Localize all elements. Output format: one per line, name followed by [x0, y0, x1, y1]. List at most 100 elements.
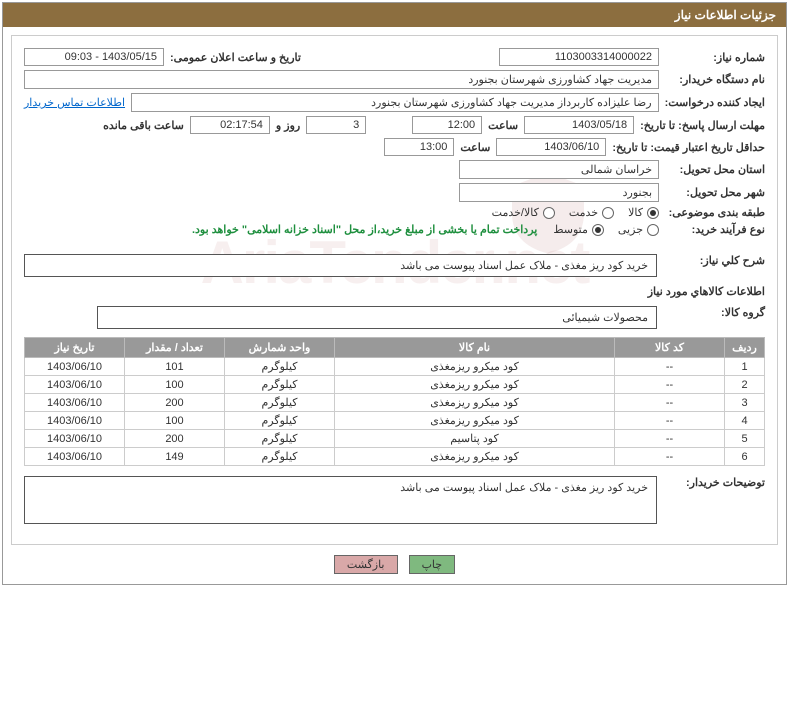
label-province: استان محل تحویل:	[665, 163, 765, 176]
table-cell: 1403/06/10	[25, 358, 125, 376]
table-row: 5--کود پتاسیمکیلوگرم2001403/06/10	[25, 430, 765, 448]
th-qty: تعداد / مقدار	[125, 338, 225, 358]
table-row: 1--کود میکرو ریزمغذیکیلوگرم1011403/06/10	[25, 358, 765, 376]
label-requester: ایجاد کننده درخواست:	[665, 96, 765, 109]
radio-label-medium: متوسط	[553, 223, 588, 236]
label-days: روز و	[276, 119, 300, 132]
process-radio-group: جزیی متوسط	[553, 223, 659, 236]
table-header-row: ردیف کد کالا نام کالا واحد شمارش تعداد /…	[25, 338, 765, 358]
table-cell: کود میکرو ریزمغذی	[335, 376, 615, 394]
table-cell: --	[615, 412, 725, 430]
radio-item-goods[interactable]: کالا	[628, 206, 659, 219]
table-cell: کیلوگرم	[225, 394, 335, 412]
field-desc: خرید کود ریز مغذی - ملاک عمل اسناد پیوست…	[24, 254, 657, 277]
table-cell: 100	[125, 412, 225, 430]
table-cell: کیلوگرم	[225, 376, 335, 394]
row-description: شرح کلي نیاز: خرید کود ریز مغذی - ملاک ع…	[24, 254, 765, 277]
radio-item-both[interactable]: کالا/خدمت	[492, 206, 555, 219]
goods-info-title: اطلاعات کالاهاي مورد نیاز	[24, 285, 765, 298]
category-radio-group: کالا خدمت کالا/خدمت	[492, 206, 659, 219]
table-cell: 1403/06/10	[25, 376, 125, 394]
content-panel: AriaTender.net شماره نیاز: 1103003314000…	[11, 35, 778, 545]
table-cell: 1403/06/10	[25, 394, 125, 412]
table-cell: 1	[725, 358, 765, 376]
page-title: جزئیات اطلاعات نیاز	[675, 8, 776, 22]
label-remain: ساعت باقی مانده	[103, 119, 184, 132]
label-desc: شرح کلي نیاز:	[665, 254, 765, 267]
row-process-type: نوع فرآیند خرید: جزیی متوسط پرداخت تمام …	[24, 223, 765, 236]
table-cell: کود پتاسیم	[335, 430, 615, 448]
table-row: 4--کود میکرو ریزمغذیکیلوگرم1001403/06/10	[25, 412, 765, 430]
table-row: 2--کود میکرو ریزمغذیکیلوگرم1001403/06/10	[25, 376, 765, 394]
back-button[interactable]: بازگشت	[334, 555, 398, 574]
table-cell: 4	[725, 412, 765, 430]
row-req-no: شماره نیاز: 1103003314000022 تاریخ و ساع…	[24, 48, 765, 66]
table-cell: 200	[125, 394, 225, 412]
row-city: شهر محل تحویل: بجنورد	[24, 183, 765, 202]
row-requester: ایجاد کننده درخواست: رضا علیزاده کاربردا…	[24, 93, 765, 112]
radio-label-goods: کالا	[628, 206, 643, 219]
footer-buttons: چاپ بازگشت	[3, 555, 786, 574]
field-deadline-date: 1403/05/18	[524, 116, 634, 134]
th-code: کد کالا	[615, 338, 725, 358]
field-req-no: 1103003314000022	[499, 48, 659, 66]
table-cell: 1403/06/10	[25, 412, 125, 430]
radio-item-medium[interactable]: متوسط	[553, 223, 604, 236]
label-announce: تاریخ و ساعت اعلان عمومی:	[170, 51, 301, 64]
row-category: طبقه بندی موضوعی: کالا خدمت کالا/خدمت	[24, 206, 765, 219]
table-cell: 200	[125, 430, 225, 448]
label-req-no: شماره نیاز:	[665, 51, 765, 64]
field-group: محصولات شیمیائی	[97, 306, 657, 329]
table-cell: 6	[725, 448, 765, 466]
radio-item-minor[interactable]: جزیی	[618, 223, 659, 236]
table-cell: 1403/06/10	[25, 430, 125, 448]
radio-label-both: کالا/خدمت	[492, 206, 539, 219]
table-cell: 100	[125, 376, 225, 394]
table-head: ردیف کد کالا نام کالا واحد شمارش تعداد /…	[25, 338, 765, 358]
table-row: 3--کود میکرو ریزمغذیکیلوگرم2001403/06/10	[25, 394, 765, 412]
table-cell: 101	[125, 358, 225, 376]
table-cell: --	[615, 430, 725, 448]
table-cell: 3	[725, 394, 765, 412]
label-group: گروه کالا:	[665, 306, 765, 319]
th-date: تاريخ نياز	[25, 338, 125, 358]
treasury-note: پرداخت تمام یا بخشی از مبلغ خرید،از محل …	[192, 223, 537, 236]
label-process: نوع فرآیند خرید:	[665, 223, 765, 236]
label-buyer-notes: توضيحات خریدار:	[665, 476, 765, 489]
radio-label-minor: جزیی	[618, 223, 643, 236]
buyer-contact-link[interactable]: اطلاعات تماس خریدار	[24, 96, 125, 109]
print-button[interactable]: چاپ	[409, 555, 456, 574]
radio-icon	[647, 224, 659, 236]
row-buyer-org: نام دستگاه خریدار: مدیریت جهاد کشاورزی ش…	[24, 70, 765, 89]
table-cell: کیلوگرم	[225, 430, 335, 448]
radio-label-service: خدمت	[569, 206, 598, 219]
field-deadline-time: 12:00	[412, 116, 482, 134]
row-deadline: مهلت ارسال پاسخ: تا تاریخ: 1403/05/18 سا…	[24, 116, 765, 134]
field-validity-date: 1403/06/10	[496, 138, 606, 156]
field-deadline-days: 3	[306, 116, 366, 134]
table-body: 1--کود میکرو ریزمغذیکیلوگرم1011403/06/10…	[25, 358, 765, 466]
field-remain-time: 02:17:54	[190, 116, 270, 134]
field-announce: 1403/05/15 - 09:03	[24, 48, 164, 66]
field-validity-time: 13:00	[384, 138, 454, 156]
table-cell: کیلوگرم	[225, 412, 335, 430]
table-cell: --	[615, 394, 725, 412]
field-buyer-notes: خرید کود ریز مغذی - ملاک عمل اسناد پیوست…	[24, 476, 657, 524]
radio-icon	[543, 207, 555, 219]
label-buyer-org: نام دستگاه خریدار:	[665, 73, 765, 86]
table-cell: 1403/06/10	[25, 448, 125, 466]
radio-item-service[interactable]: خدمت	[569, 206, 614, 219]
label-deadline: مهلت ارسال پاسخ: تا تاریخ:	[640, 119, 765, 132]
field-city: بجنورد	[459, 183, 659, 202]
label-validity-time: ساعت	[460, 141, 490, 154]
row-validity: حداقل تاریخ اعتبار قیمت: تا تاریخ: 1403/…	[24, 138, 765, 156]
th-row: ردیف	[725, 338, 765, 358]
main-container: جزئیات اطلاعات نیاز AriaTender.net شماره…	[2, 2, 787, 585]
table-cell: 149	[125, 448, 225, 466]
field-province: خراسان شمالی	[459, 160, 659, 179]
th-name: نام کالا	[335, 338, 615, 358]
table-cell: کود میکرو ریزمغذی	[335, 448, 615, 466]
label-validity: حداقل تاریخ اعتبار قیمت: تا تاریخ:	[612, 141, 765, 154]
table-cell: کود میکرو ریزمغذی	[335, 412, 615, 430]
radio-icon	[602, 207, 614, 219]
